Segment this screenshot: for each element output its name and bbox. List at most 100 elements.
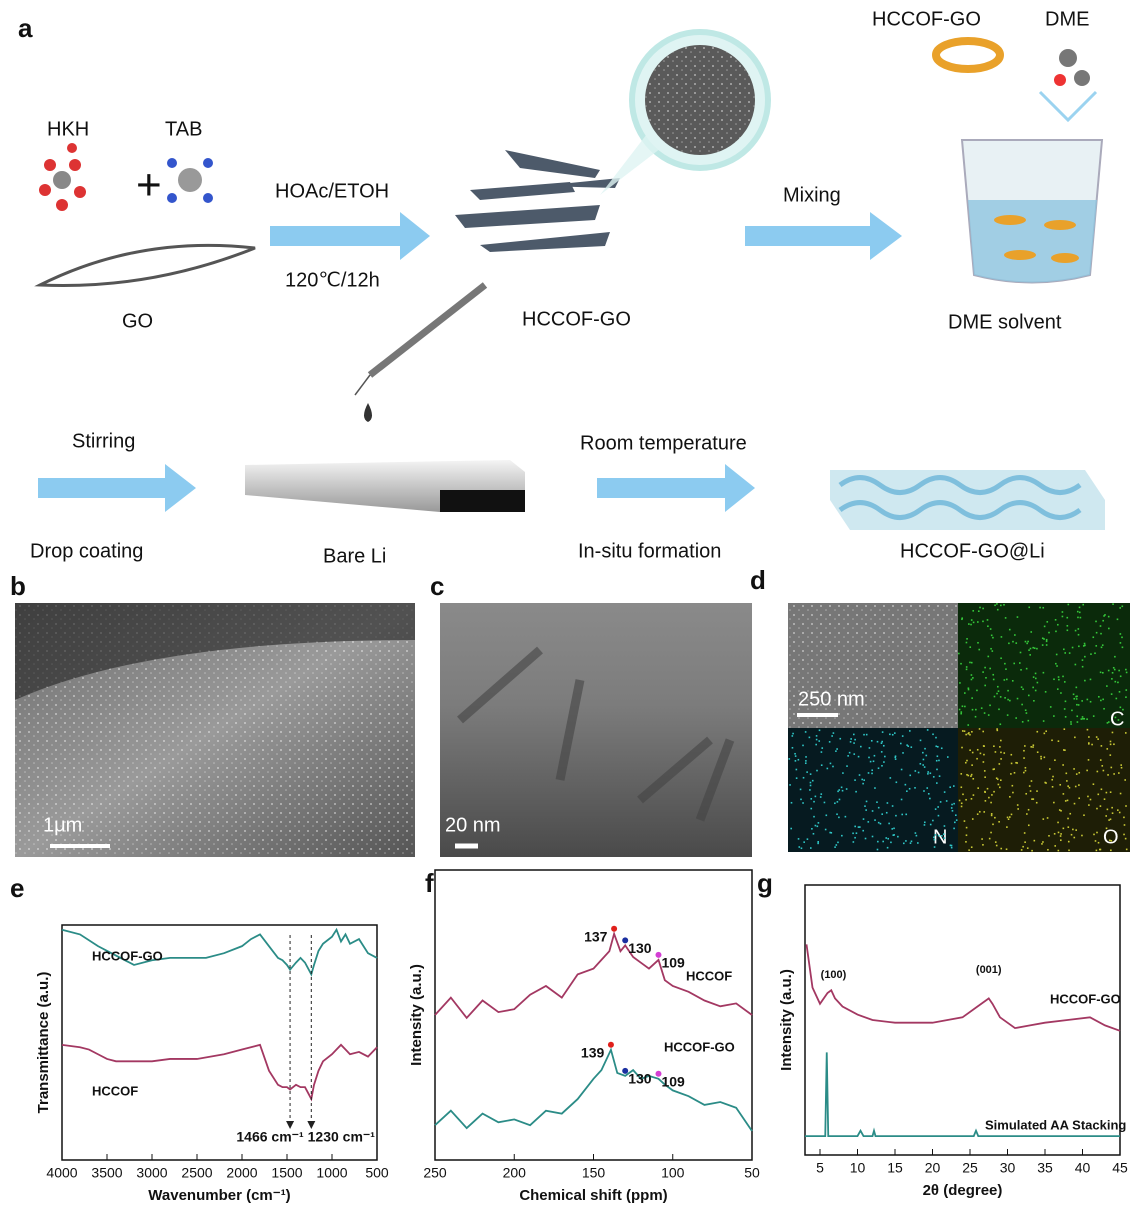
map-dot: [922, 764, 924, 766]
annotation-label: 1466 cm⁻¹: [236, 1129, 304, 1145]
map-dot: [789, 784, 791, 786]
map-dot: [1067, 840, 1070, 843]
map-dot: [864, 805, 866, 807]
map-dot: [877, 767, 880, 770]
map-dot: [1000, 758, 1002, 760]
map-dot: [1055, 630, 1057, 633]
label: Mixing: [783, 184, 841, 206]
map-dot: [985, 677, 987, 679]
map-dot: [883, 761, 885, 763]
map-dot: [1100, 788, 1103, 791]
map-dot: [1023, 757, 1025, 759]
map-dot: [979, 606, 981, 609]
map-dot: [1060, 839, 1062, 842]
map-dot: [1107, 721, 1110, 723]
map-dot: [1035, 801, 1038, 804]
x-tick-label: 40: [1075, 1160, 1091, 1176]
map-dot: [1095, 620, 1097, 623]
map-dot: [987, 625, 989, 628]
map-dot: [964, 761, 967, 764]
map-dot: [852, 832, 854, 835]
map-dot: [1048, 631, 1050, 634]
map-dot: [1095, 849, 1098, 852]
map-dot: [884, 755, 886, 758]
map-dot: [816, 825, 819, 828]
map-dot: [1013, 771, 1016, 774]
map-dot: [814, 824, 817, 827]
peak-dot: [611, 925, 618, 932]
map-dot: [1007, 689, 1009, 692]
map-dot: [1028, 649, 1030, 651]
map-dot: [895, 781, 898, 784]
map-dot: [854, 779, 856, 781]
map-dot: [1062, 764, 1064, 766]
map-dot: [1123, 833, 1125, 836]
map-dot: [1076, 715, 1079, 718]
map-dot: [1072, 828, 1074, 831]
map-dot: [1057, 676, 1060, 678]
map-dot: [989, 704, 991, 707]
map-dot: [970, 798, 973, 800]
map-dot: [845, 788, 848, 790]
map-dot: [1125, 848, 1128, 851]
map-dot: [1110, 766, 1113, 769]
map-dot: [914, 770, 917, 772]
map-dot: [1080, 718, 1083, 720]
map-dot: [943, 791, 946, 793]
map-dot: [965, 666, 968, 668]
map-dot: [864, 837, 867, 840]
map-dot: [881, 731, 884, 733]
map-dot: [802, 802, 804, 804]
map-dot: [909, 730, 911, 732]
map-dot: [1000, 657, 1002, 660]
map-dot: [1078, 645, 1080, 648]
map-dot: [971, 708, 974, 711]
map-dot: [806, 771, 808, 773]
map-dot: [984, 666, 986, 669]
map-dot: [880, 742, 883, 744]
map-dot: [794, 760, 797, 762]
map-dot: [945, 800, 948, 802]
map-dot: [874, 819, 876, 821]
map-dot: [1088, 804, 1090, 806]
map-dot: [982, 730, 985, 733]
map-dot: [976, 757, 978, 760]
map-dot: [923, 824, 926, 826]
map-dot: [967, 688, 970, 691]
map-dot: [840, 786, 843, 789]
map-dot: [1119, 675, 1122, 678]
x-tick-label: 500: [365, 1165, 389, 1181]
map-dot: [831, 735, 833, 737]
map-dot: [1064, 652, 1067, 654]
map-dot: [1095, 645, 1098, 647]
map-dot: [1025, 667, 1028, 670]
map-dot: [882, 840, 884, 843]
map-dot: [1121, 646, 1124, 649]
map-dot: [1012, 791, 1014, 794]
map-dot: [865, 809, 867, 811]
map-dot: [829, 762, 832, 765]
map-dot: [1113, 668, 1116, 671]
map-dot: [1044, 781, 1046, 784]
x-tick-label: 35: [1037, 1160, 1053, 1176]
map-dot: [816, 769, 818, 772]
map-dot: [993, 768, 995, 770]
map-dot: [800, 798, 802, 801]
map-dot: [1015, 761, 1017, 764]
peak-dot: [622, 937, 629, 944]
map-dot: [1023, 749, 1025, 752]
map-dot: [935, 736, 937, 739]
map-dot: [955, 814, 957, 817]
map-dot: [984, 684, 986, 687]
map-dot: [1042, 606, 1045, 609]
map-dot: [871, 835, 874, 838]
map-dot: [863, 733, 865, 736]
map-dot: [972, 794, 975, 796]
map-dot: [865, 733, 868, 736]
map-dot: [966, 638, 968, 640]
map-dot: [1120, 764, 1123, 766]
map-dot: [1089, 678, 1092, 681]
map-dot: [937, 806, 939, 808]
map-dot: [1081, 716, 1084, 718]
